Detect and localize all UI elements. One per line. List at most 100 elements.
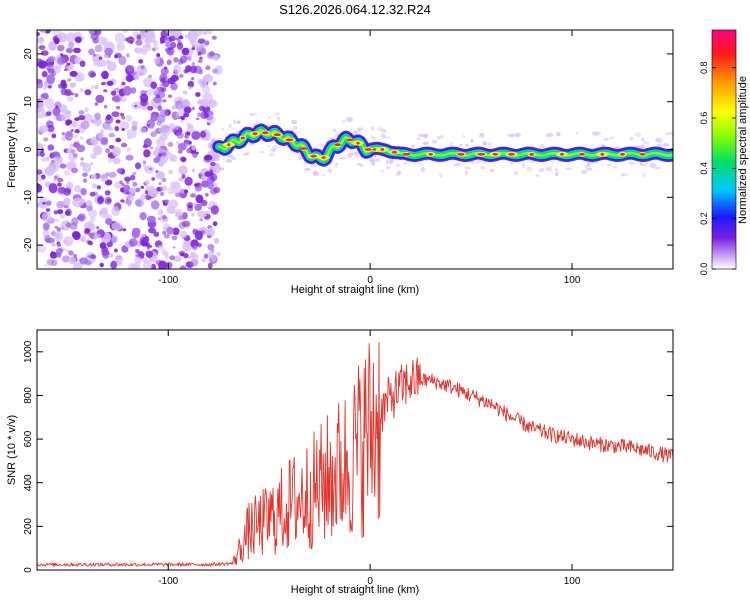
ridge-halo-blob [357,128,362,133]
ridge-halo-blob [380,133,386,139]
noise-blob [120,142,128,148]
noise-blob [62,110,72,119]
ridge-halo-blob [546,132,554,138]
noise-blob [94,102,99,106]
ridge-halo-blob [341,119,346,124]
noise-blob [145,243,151,248]
ridge-halo-blob [422,141,429,145]
noise-blob [72,254,78,258]
noise-blob [197,211,207,218]
ridge-halo-blob [423,133,428,139]
noise-blob [101,70,109,80]
noise-blob [121,128,125,131]
noise-blob [153,56,161,65]
ridge-halo-blob [603,138,609,141]
ridge-halo-blob [383,136,390,139]
ridge-core [261,131,269,135]
ridge-halo-blob [352,130,358,135]
noise-blob [74,185,81,193]
noise-blob [165,42,171,48]
noise-blob [98,36,107,46]
noise-blob [178,165,188,176]
noise-blob [165,48,169,52]
noise-blob [156,148,164,154]
ridge-halo-blob [418,163,424,166]
noise-blob [134,256,143,264]
ridge-halo-blob [385,160,389,165]
noise-blob [37,32,41,37]
noise-blob [132,181,138,187]
noise-blob [197,99,206,105]
ridge-halo-blob [586,167,593,171]
noise-blob [179,55,188,64]
noise-blob [74,129,80,134]
ridge-core [364,148,372,151]
noise-blob [110,90,117,96]
noise-blob [122,30,128,34]
noise-blob [124,176,131,182]
noise-blob [197,59,203,64]
noise-blob [111,206,120,216]
noise-blob [140,93,149,103]
ridge-halo-blob [397,170,402,175]
noise-blob [192,245,198,251]
noise-blob [199,56,203,60]
ridge-halo-blob [555,168,559,172]
noise-blob [191,130,201,140]
noise-blob [161,177,167,183]
noise-blob [53,210,58,215]
noise-blob [99,242,107,250]
ridge-halo-blob [221,127,225,131]
ridge-halo-blob [347,152,353,158]
ridge-halo-blob [242,153,249,156]
ridge-halo-blob [461,135,465,138]
noise-blob [79,87,84,92]
noise-blob [211,35,217,40]
noise-blob [184,35,188,38]
ridge-halo-blob [476,160,482,164]
ridge-halo-blob [334,163,338,169]
noise-blob [190,251,196,258]
ridge-halo-blob [335,162,339,165]
noise-blob [80,188,87,196]
noise-blob [37,106,46,119]
noise-blob [143,138,152,148]
ridge-halo-blob [381,129,387,133]
noise-blob [158,124,169,136]
noise-blob [115,105,121,110]
noise-blob [192,201,198,206]
noise-blob [45,97,55,110]
noise-blob [205,136,210,141]
noise-blob [42,201,46,205]
noise-blob [216,251,221,257]
noise-blob [85,200,93,207]
snr-y-tick-label: 0 [23,567,34,573]
noise-blob [70,129,74,132]
noise-blob [176,132,184,139]
noise-blob [69,222,78,230]
ridge-halo-blob [369,159,376,163]
noise-blob [173,124,180,130]
noise-blob [37,244,47,253]
noise-blob [182,90,188,95]
noise-blob [163,251,169,257]
ridge-halo-blob [373,154,377,158]
noise-blob [68,136,72,139]
noise-blob [180,156,187,163]
ridge-halo-blob [439,173,443,179]
ridge-halo-blob [310,163,317,168]
noise-blob [195,117,200,121]
noise-blob [105,148,110,154]
noise-blob [80,120,90,130]
snr-series [37,341,673,567]
noise-blob [90,33,98,40]
noise-blob [84,89,92,96]
noise-blob [123,184,131,192]
chart-title: S126.2026.064.12.32.R24 [279,2,431,17]
noise-blob [126,128,137,139]
noise-blob [107,61,117,72]
ridge-core [285,138,294,142]
noise-blob [144,190,149,195]
noise-blob [54,218,60,223]
